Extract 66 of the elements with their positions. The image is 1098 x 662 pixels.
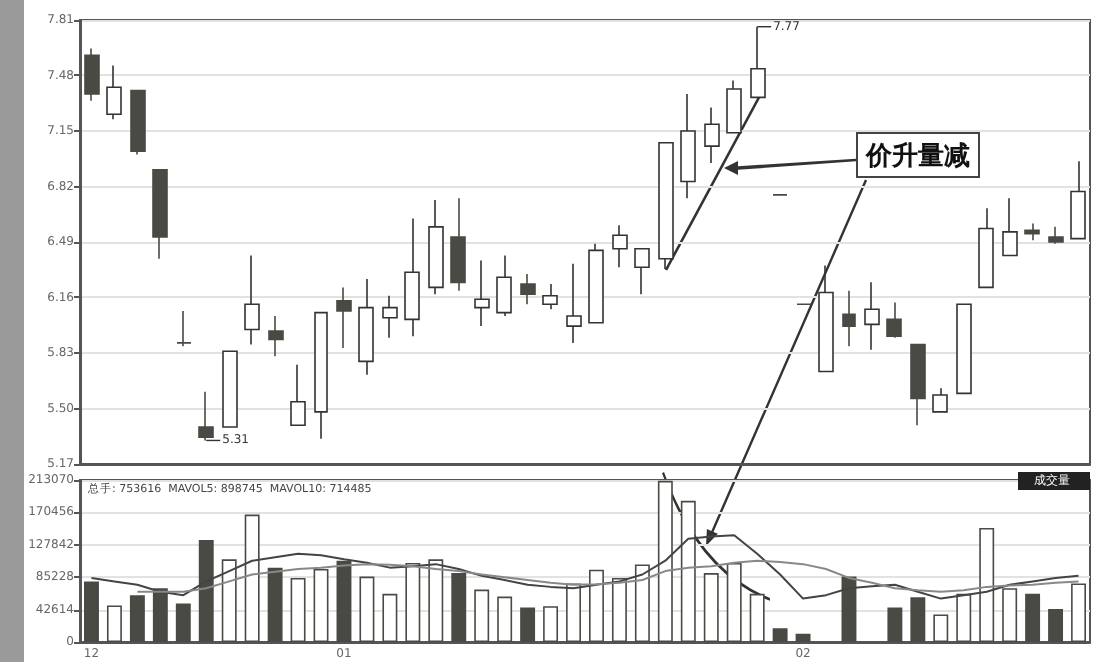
candlestick <box>496 254 512 317</box>
candlestick <box>910 343 926 427</box>
bar <box>703 573 719 642</box>
candlestick <box>588 242 604 324</box>
bar <box>1071 583 1086 642</box>
candlestick <box>84 47 100 102</box>
candlestick <box>130 89 146 156</box>
candlestick <box>566 263 582 344</box>
bar <box>382 593 398 642</box>
bar <box>175 603 191 642</box>
candlestick <box>658 141 674 270</box>
candlestick <box>842 289 856 348</box>
candlestick <box>358 278 374 376</box>
candlestick <box>314 311 328 440</box>
bar <box>129 595 145 642</box>
candlestick <box>450 197 466 292</box>
bar <box>1025 593 1041 642</box>
bar <box>267 567 283 642</box>
bar <box>749 593 765 642</box>
bar <box>1048 608 1064 642</box>
bar <box>726 562 742 642</box>
candlestick <box>152 168 168 260</box>
candlestick <box>520 273 536 306</box>
candlestick <box>176 310 192 348</box>
bar <box>543 606 559 642</box>
bar <box>520 607 536 642</box>
candlestick <box>1024 222 1040 242</box>
bar <box>887 607 903 642</box>
candlestick <box>428 199 444 295</box>
candlestick <box>222 350 238 428</box>
bar <box>313 569 329 642</box>
candlestick <box>290 363 306 427</box>
bar <box>933 614 949 642</box>
candlestick <box>1070 160 1086 240</box>
annotation: 价升量减 <box>856 132 980 178</box>
candlestick <box>244 254 260 346</box>
candlestick <box>542 283 558 311</box>
line-series <box>136 559 1080 593</box>
candlestick <box>956 303 972 395</box>
bar <box>290 577 306 642</box>
candlestick <box>818 264 834 373</box>
candlestick <box>704 106 720 164</box>
bar <box>474 589 490 642</box>
candlestick <box>680 93 696 200</box>
candlestick <box>634 247 650 295</box>
candlestick <box>978 207 994 289</box>
bar <box>772 628 788 642</box>
candlestick <box>932 387 948 413</box>
bar <box>795 633 811 642</box>
candlestick <box>336 286 352 349</box>
bar <box>497 596 513 642</box>
candlestick <box>1002 197 1018 257</box>
candlestick <box>886 301 902 339</box>
candlestick <box>612 224 628 269</box>
candlestick <box>382 295 398 339</box>
bar <box>359 576 375 642</box>
candlestick <box>750 25 766 99</box>
candlestick <box>404 217 420 337</box>
candlestick <box>1048 226 1064 245</box>
candlestick <box>864 281 880 351</box>
candlestick <box>726 79 742 134</box>
candlestick <box>474 259 490 327</box>
candlestick <box>198 390 214 442</box>
candlestick <box>268 315 284 358</box>
bar <box>106 605 122 642</box>
candlestick <box>106 64 122 121</box>
